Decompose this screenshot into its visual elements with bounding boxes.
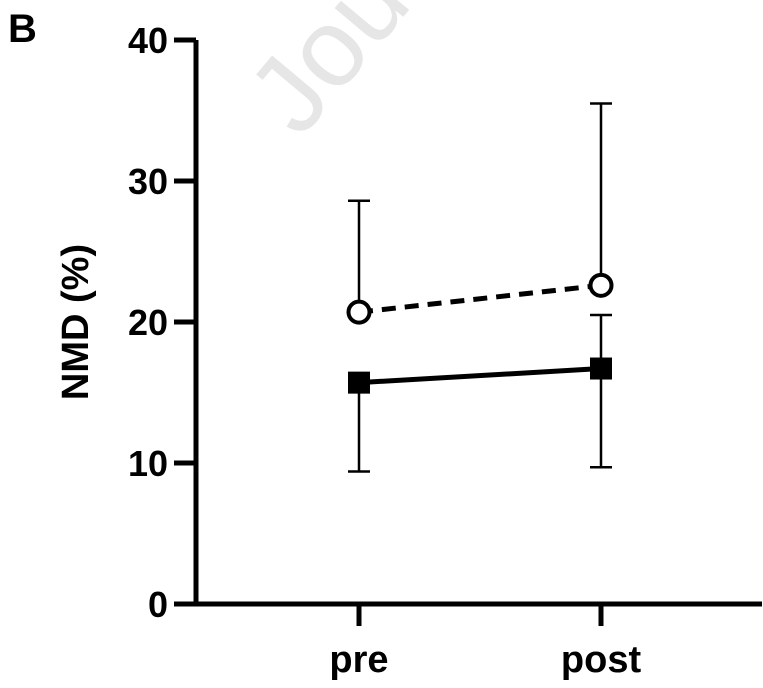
series-layer: [346, 102, 614, 473]
data-point: [348, 371, 370, 394]
panel-label: B: [8, 7, 37, 51]
axes: 0 10 20 30 40 pre post: [128, 20, 762, 681]
data-point: [346, 299, 372, 325]
data-point: [588, 272, 614, 298]
series-1: [346, 102, 614, 325]
watermark: Jou: [224, 0, 432, 155]
y-axis-title: NMD (%): [55, 244, 97, 400]
y-tick-label: 0: [148, 584, 168, 625]
series-2: [348, 313, 612, 473]
data-point: [590, 357, 612, 380]
y-tick-label: 10: [128, 443, 168, 484]
x-tick-label: pre: [329, 639, 388, 681]
y-tick-label: 20: [128, 302, 168, 343]
series-line: [358, 282, 602, 315]
x-tick-label: post: [561, 639, 642, 681]
y-tick-label: 30: [128, 161, 168, 202]
y-tick-label: 40: [128, 20, 168, 61]
series-line: [358, 366, 602, 386]
